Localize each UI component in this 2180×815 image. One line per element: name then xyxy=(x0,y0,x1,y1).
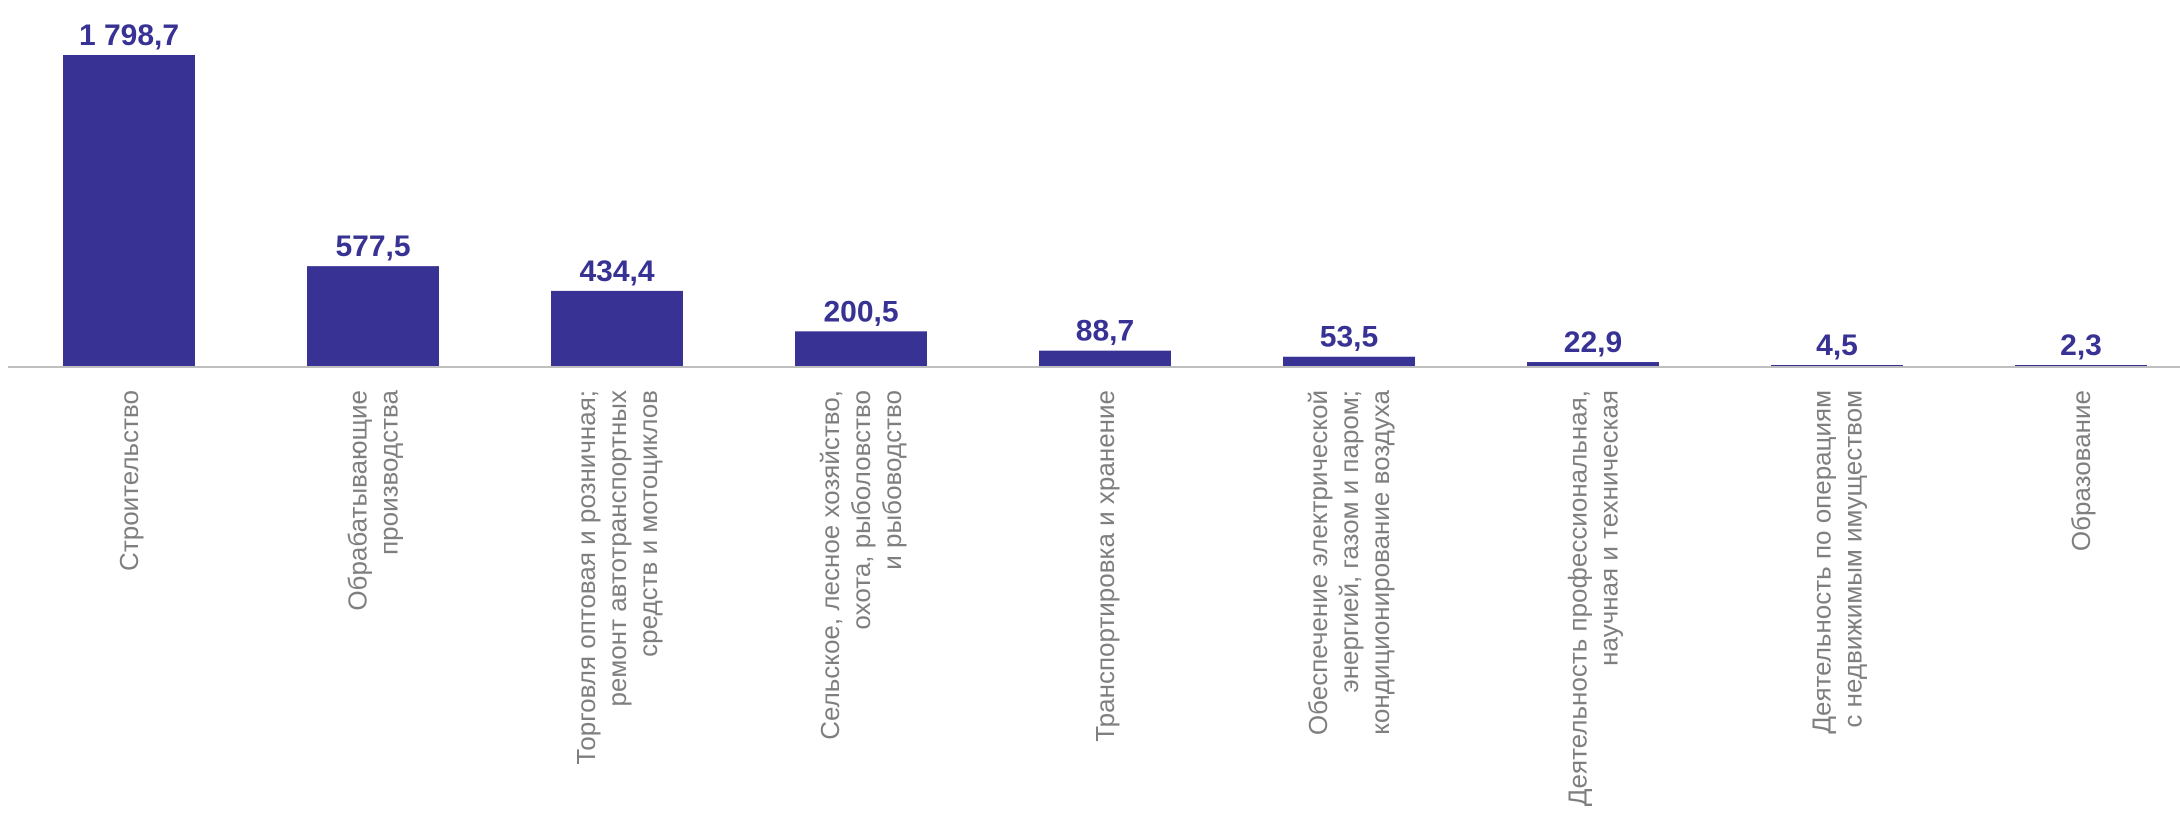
bar xyxy=(1283,356,1415,366)
category-labels-group: Строительство Обрабатывающиепроизводства Т… xyxy=(114,389,2096,806)
bar xyxy=(1039,350,1171,366)
category-label-line: Торговля оптовая и розничная; xyxy=(571,390,601,765)
category-label-line: Обеспечение электрической xyxy=(1303,390,1333,735)
category-label-line: Транспортировка и хранение xyxy=(1090,390,1120,742)
category-label: Транспортировка и хранение xyxy=(1090,390,1120,742)
bar xyxy=(63,55,195,366)
value-labels-group: 1 798,7 577,5 434,4 200,5 88,7 53,5 22,9 4,5 2,3 xyxy=(79,19,2102,362)
category-label-line: энергией, газом и паром; xyxy=(1334,390,1364,693)
bars-group xyxy=(63,55,2147,366)
category-label: Сельское, лесное хозяйство,охота, рыболо… xyxy=(815,390,907,740)
category-label-line: Сельское, лесное хозяйство, xyxy=(815,390,845,740)
bar xyxy=(551,290,683,366)
category-label-line: Обрабатывающие xyxy=(343,390,373,611)
data-label: 577,5 xyxy=(335,230,410,263)
category-label-line: Образование xyxy=(2066,390,2096,551)
category-label: Деятельность профессиональная,научная и … xyxy=(1563,390,1624,806)
bar xyxy=(1527,362,1659,366)
category-label: Деятельность по операциямс недвижимым им… xyxy=(1807,390,1868,734)
category-label: Торговля оптовая и розничная;ремонт авто… xyxy=(571,390,663,765)
category-label-line: и рыбоводство xyxy=(877,390,907,570)
category-label: Строительство xyxy=(114,390,144,571)
data-label: 200,5 xyxy=(823,295,898,328)
bar xyxy=(307,266,439,366)
category-label: Обеспечение электрическойэнергией, газом… xyxy=(1303,389,1395,735)
category-label-line: Деятельность по операциям xyxy=(1807,390,1837,734)
category-label-line: ремонт автотранспортных xyxy=(602,390,632,707)
category-label-line: средств и мотоциклов xyxy=(633,390,663,657)
category-label-line: кондиционирование воздуха xyxy=(1365,389,1395,734)
category-label-line: Деятельность профессиональная, xyxy=(1563,390,1593,806)
data-label: 434,4 xyxy=(579,255,654,288)
category-label-line: производства xyxy=(374,389,404,554)
data-label: 1 798,7 xyxy=(79,19,179,52)
bar xyxy=(1771,365,1903,366)
data-label: 88,7 xyxy=(1076,315,1134,348)
bar xyxy=(795,331,927,366)
category-label-line: охота, рыболовство xyxy=(846,390,876,630)
category-label-line: Строительство xyxy=(114,390,144,571)
data-label: 4,5 xyxy=(1816,329,1858,362)
category-label: Обрабатывающиепроизводства xyxy=(343,389,404,610)
data-label: 53,5 xyxy=(1320,321,1378,354)
category-label-line: с недвижимым имуществом xyxy=(1838,390,1868,728)
data-label: 2,3 xyxy=(2060,329,2102,362)
category-label-line: научная и техническая xyxy=(1594,390,1624,666)
bar xyxy=(2015,365,2147,366)
category-label: Образование xyxy=(2066,390,2096,551)
data-label: 22,9 xyxy=(1564,326,1622,359)
